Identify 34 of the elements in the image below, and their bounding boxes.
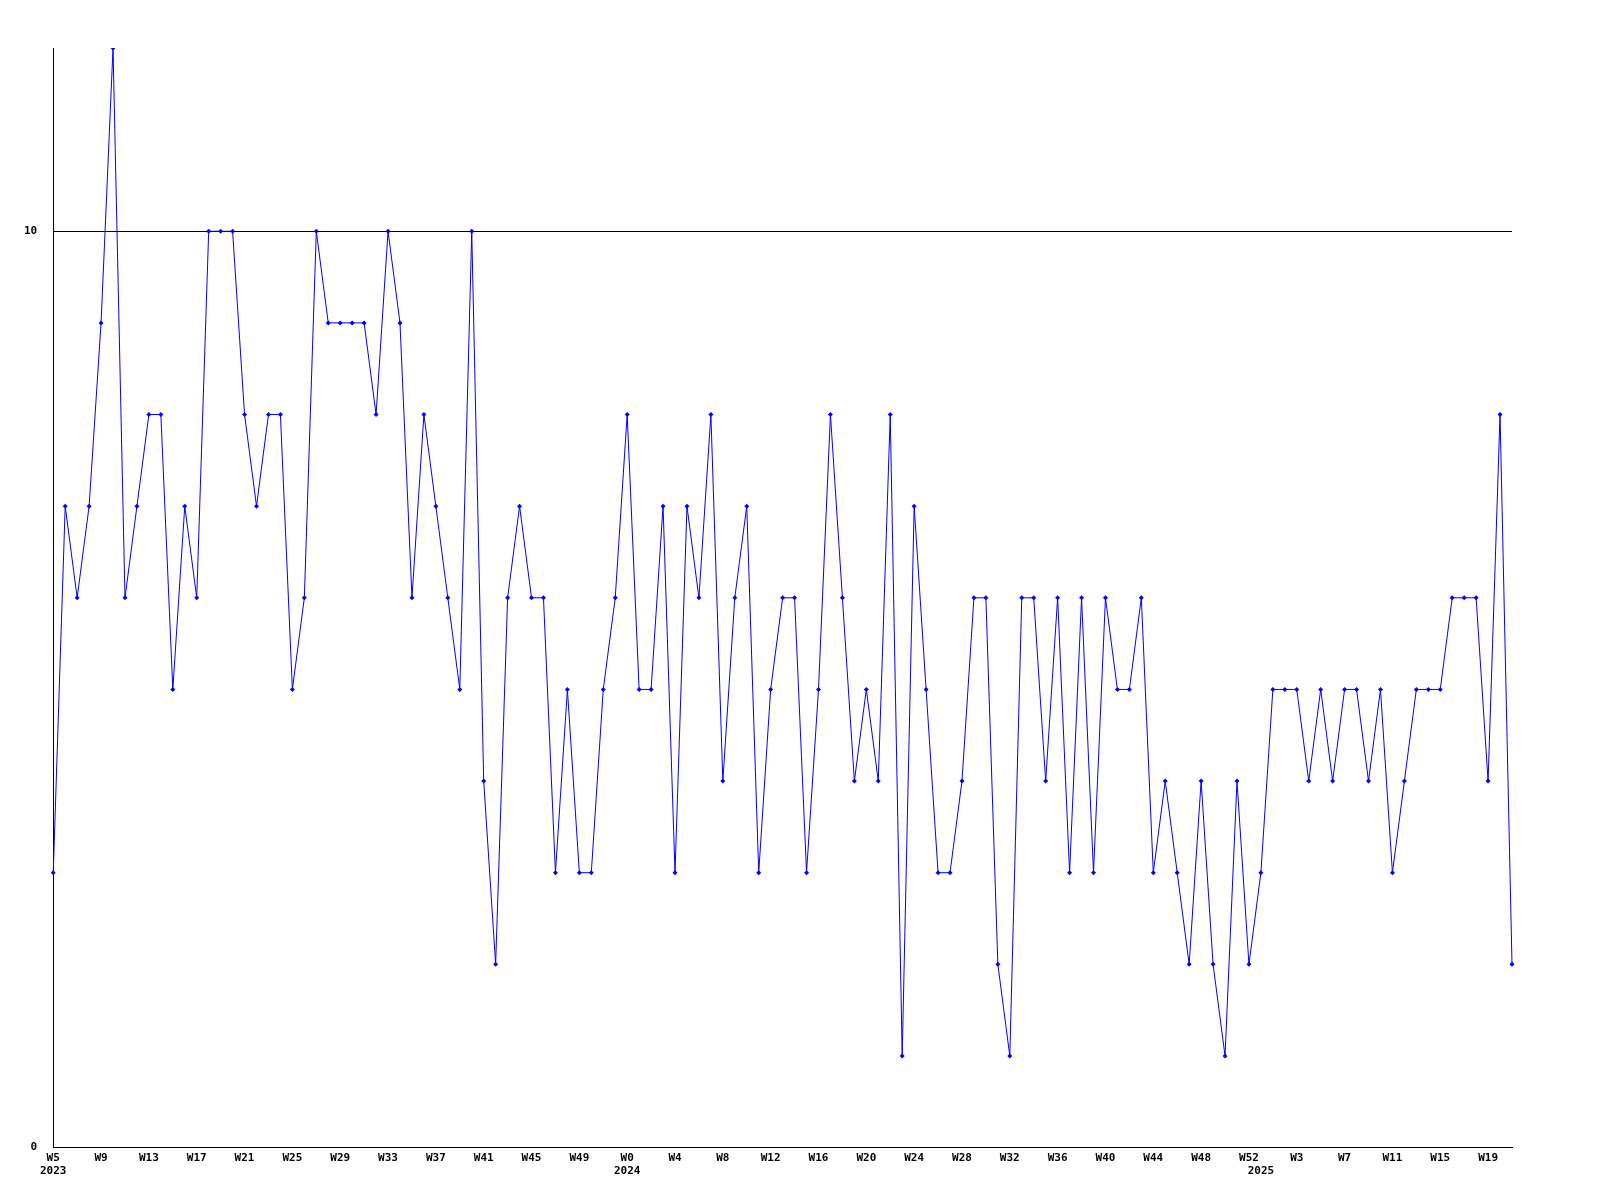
x-tick-label: W20 <box>856 1151 877 1165</box>
x-tick-label: W4 <box>668 1151 683 1165</box>
x-tick-label: W52 <box>1239 1151 1259 1165</box>
x-tick-label: W19 <box>1478 1151 1499 1165</box>
x-tick-label: 2025 <box>1247 1164 1275 1178</box>
x-tick-label: W36 <box>1047 1151 1068 1165</box>
x-tick-label: W11 <box>1382 1151 1403 1165</box>
x-tick-label: W24 <box>904 1151 925 1165</box>
x-tick-label: W17 <box>186 1151 207 1165</box>
x-tick-label: W48 <box>1191 1151 1212 1165</box>
x-tick-label: W41 <box>473 1151 495 1165</box>
x-tick-label: W49 <box>569 1151 590 1165</box>
x-tick-label: W32 <box>999 1151 1020 1165</box>
y-tick-label: 10 <box>24 224 38 238</box>
x-tick-label: W15 <box>1430 1151 1451 1165</box>
x-tick-label: W45 <box>521 1151 542 1165</box>
x-tick-label: W9 <box>94 1151 108 1165</box>
x-tick-label: W16 <box>808 1151 829 1165</box>
x-tick-label: W5 2023 <box>40 1151 67 1178</box>
x-tick-label: W8 <box>716 1151 730 1165</box>
x-tick-label: W13 <box>138 1151 159 1165</box>
x-tick-label: W3 <box>1290 1151 1304 1165</box>
x-tick-label: W0 2024 <box>613 1151 641 1178</box>
x-tick-label: W37 <box>425 1151 446 1165</box>
x-tick-label: W28 <box>952 1151 972 1165</box>
x-tick-label: W29 <box>330 1151 351 1165</box>
x-tick-label: W21 <box>234 1151 255 1165</box>
x-tick-label: W12 <box>760 1151 781 1165</box>
x-tick-label: W40 <box>1095 1151 1116 1165</box>
y-tick-label: 0 <box>30 1140 38 1154</box>
x-tick-label: W25 <box>282 1151 303 1165</box>
x-tick-label: W7 <box>1337 1151 1352 1165</box>
x-tick-label: W44 <box>1143 1151 1164 1165</box>
x-tick-label: W33 <box>378 1151 398 1165</box>
